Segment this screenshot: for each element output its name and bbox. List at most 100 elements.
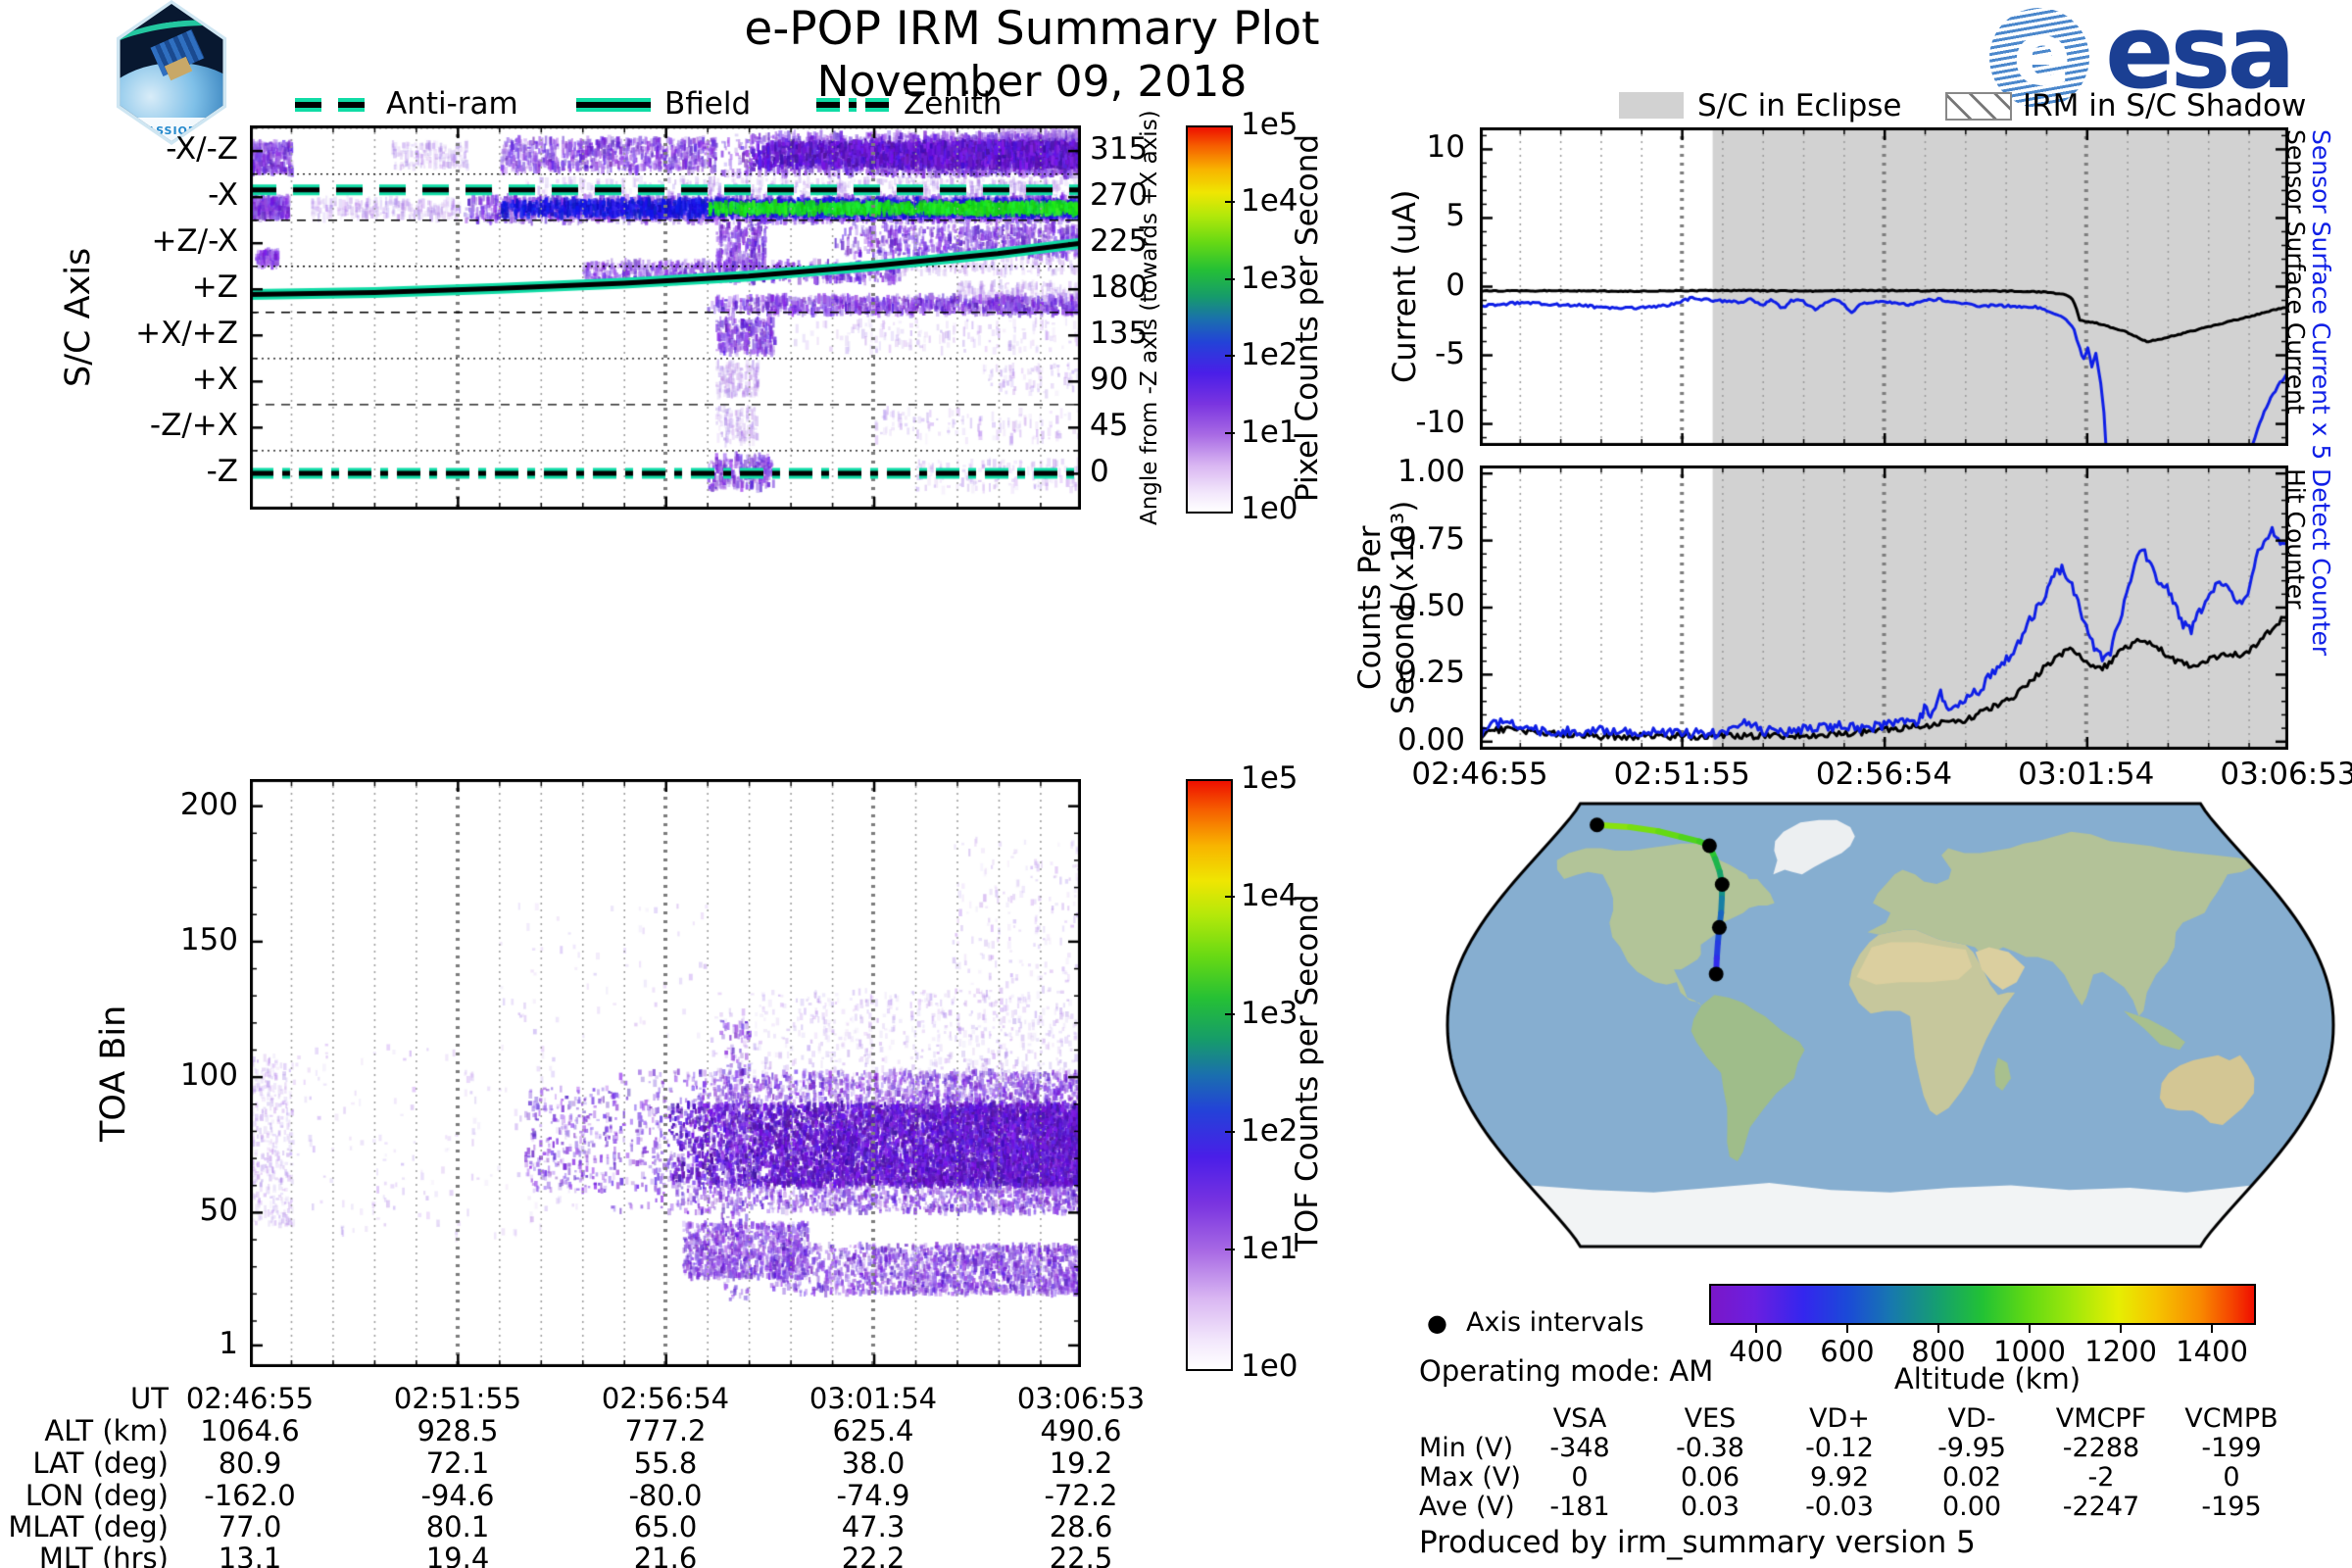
voltage-column-header: VD-: [1947, 1403, 1996, 1434]
time-tick-label: 02:51:55: [1613, 757, 1750, 792]
ephemeris-cell: 777.2: [624, 1414, 707, 1447]
ephemeris-cell: -80.0: [628, 1479, 703, 1512]
time-tick-label: 02:56:54: [1815, 757, 1953, 792]
ephemeris-row-label: ALT (km): [44, 1414, 169, 1447]
colorbar-tick: [1225, 896, 1235, 898]
colorbar-tick: [1225, 1249, 1235, 1250]
colorbar-tick: [1225, 1131, 1235, 1133]
time-tick-label: 03:01:54: [2018, 757, 2155, 792]
ephemeris-cell: 22.2: [841, 1542, 906, 1568]
voltage-cell: -2: [2087, 1462, 2115, 1493]
sc-axis-spectrogram-canvas: [250, 125, 1081, 510]
colorbar-tick: [1225, 201, 1235, 204]
esa-wordmark: esa: [2105, 0, 2296, 112]
angle-tick-label: 0: [1090, 454, 1109, 490]
voltage-column-header: VCMPB: [2184, 1403, 2278, 1434]
toa-bin-ylabel: TOA Bin: [94, 1004, 133, 1142]
pixel-counts-colorbar: [1186, 125, 1233, 514]
voltage-cell: -2247: [2062, 1492, 2140, 1522]
angle-tick-label: 270: [1090, 177, 1149, 214]
angle-tick-label: 225: [1090, 223, 1149, 260]
counts-tick-label: 0.25: [1396, 655, 1465, 691]
angle-tick-label: 135: [1090, 316, 1149, 352]
voltage-cell: -2288: [2062, 1433, 2140, 1463]
voltage-cell: -199: [2201, 1433, 2262, 1463]
voltage-cell: 0: [2223, 1462, 2240, 1493]
world-map-canvas: [1439, 800, 2342, 1250]
sc-axis-band-label: +Z/-X: [151, 223, 238, 260]
current-plot-canvas: [1480, 127, 2288, 446]
ephemeris-row-label: UT: [130, 1382, 169, 1415]
ephemeris-cell: -72.2: [1044, 1479, 1118, 1512]
voltage-cell: 0: [1571, 1462, 1589, 1493]
ephemeris-cell: 1064.6: [200, 1414, 300, 1447]
ephemeris-cell: 13.1: [218, 1542, 282, 1568]
ephemeris-cell: -74.9: [836, 1479, 910, 1512]
voltage-cell: 0.02: [1941, 1462, 2002, 1493]
eclipse-legend-label: S/C in Eclipse: [1697, 88, 1902, 123]
tof-counts-colorbar-title: TOF Counts per Second: [1290, 894, 1325, 1252]
current-tick-label: 5: [1446, 198, 1465, 234]
ephemeris-cell: 19.2: [1049, 1446, 1113, 1480]
voltage-column-header: VSA: [1552, 1403, 1607, 1434]
current-tick-label: -10: [1415, 404, 1465, 440]
ephemeris-cell: 80.1: [425, 1510, 490, 1544]
angle-tick-label: 180: [1090, 270, 1149, 306]
voltage-cell: -0.12: [1805, 1433, 1874, 1463]
altitude-tick-label: 400: [1729, 1335, 1784, 1368]
toa-tick-label: 1: [219, 1325, 238, 1361]
altitude-colorbar: [1709, 1284, 2256, 1325]
time-tick-label: 02:46:55: [1411, 757, 1548, 792]
voltage-cell: -181: [1549, 1492, 1610, 1522]
ephemeris-cell: 03:01:54: [808, 1382, 938, 1415]
toa-tick-label: 100: [179, 1057, 238, 1094]
altitude-tick: [1936, 1323, 1939, 1333]
anti-ram-line-sample: [292, 96, 372, 118]
cassiope-mission-patch: CASSIOPE: [116, 0, 227, 145]
colorbar-tick-label: 1e5: [1241, 760, 1298, 796]
ephemeris-cell: -162.0: [204, 1479, 296, 1512]
altitude-colorbar-title: Altitude (km): [1893, 1362, 2082, 1396]
angle-tick-label: 45: [1090, 408, 1129, 444]
ephemeris-cell: 21.6: [633, 1542, 698, 1568]
detect-counter-label: Detect Counter: [2307, 468, 2335, 657]
voltage-row-label: Max (V): [1419, 1462, 1521, 1493]
altitude-tick-label: 1000: [1993, 1335, 2066, 1368]
esa-globe-icon: e: [1989, 8, 2089, 108]
zenith-legend-label: Zenith: [904, 86, 1003, 122]
voltage-column-header: VES: [1684, 1403, 1737, 1434]
colorbar-tick: [1225, 277, 1235, 280]
voltage-cell: -9.95: [1937, 1433, 2006, 1463]
counts-ylabel-line1: Counts Per: [1352, 525, 1388, 690]
toa-tick-label: 200: [179, 786, 238, 822]
ephemeris-cell: 490.6: [1040, 1414, 1122, 1447]
colorbar-tick-label: 1e4: [1241, 878, 1298, 913]
ephemeris-cell: 77.0: [218, 1510, 282, 1544]
ephemeris-cell: 28.6: [1049, 1510, 1113, 1544]
voltage-cell: -348: [1549, 1433, 1610, 1463]
current-tick-label: 10: [1426, 129, 1465, 166]
current-tick-label: -5: [1435, 335, 1465, 371]
counts-plot-canvas: [1480, 466, 2288, 750]
voltage-cell: -195: [2201, 1492, 2262, 1522]
altitude-tick: [1754, 1323, 1757, 1333]
current-tick-label: 0: [1446, 267, 1465, 303]
altitude-tick: [2120, 1323, 2123, 1333]
ephemeris-row-label: LAT (deg): [32, 1446, 169, 1480]
axis-intervals-label: Axis intervals: [1466, 1307, 1644, 1338]
ephemeris-cell: 47.3: [841, 1510, 906, 1544]
axis-intervals-dot: ●: [1427, 1309, 1447, 1337]
colorbar-tick-label: 1e2: [1241, 1113, 1298, 1149]
altitude-tick: [1845, 1323, 1848, 1333]
angle-tick-label: 315: [1090, 131, 1149, 168]
ephemeris-cell: 02:56:54: [601, 1382, 730, 1415]
ephemeris-cell: 02:51:55: [393, 1382, 522, 1415]
sc-axis-band-label: +X: [191, 362, 238, 398]
shadow-legend-swatch: [1945, 92, 2012, 121]
toa-spectrogram-canvas: [250, 779, 1081, 1367]
altitude-tick-label: 800: [1911, 1335, 1966, 1368]
voltage-cell: 9.92: [1809, 1462, 1870, 1493]
voltage-cell: -0.38: [1676, 1433, 1744, 1463]
colorbar-tick-label: 1e4: [1241, 183, 1298, 220]
